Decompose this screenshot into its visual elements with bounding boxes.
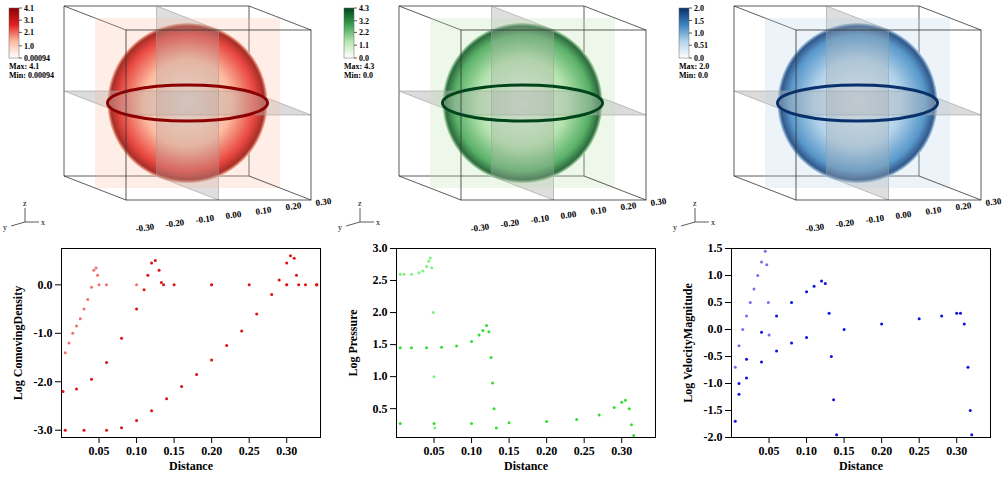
svg-text:y: y bbox=[3, 223, 7, 232]
svg-text:0.0: 0.0 bbox=[694, 54, 704, 63]
svg-text:0.25: 0.25 bbox=[239, 444, 260, 458]
svg-text:-3.0: -3.0 bbox=[34, 423, 53, 437]
svg-text:0.05: 0.05 bbox=[89, 444, 110, 458]
svg-text:-0.10: -0.10 bbox=[530, 213, 550, 226]
svg-text:1.0: 1.0 bbox=[708, 268, 723, 282]
svg-text:0.20: 0.20 bbox=[620, 200, 637, 212]
svg-text:0.10: 0.10 bbox=[796, 444, 817, 458]
svg-text:0.00094: 0.00094 bbox=[24, 54, 50, 63]
svg-text:0.05: 0.05 bbox=[424, 444, 445, 458]
svg-text:Distance: Distance bbox=[839, 459, 884, 473]
svg-text:0.10: 0.10 bbox=[126, 444, 147, 458]
svg-text:0.30: 0.30 bbox=[276, 444, 297, 458]
svg-text:0.5: 0.5 bbox=[373, 402, 388, 416]
svg-text:y: y bbox=[673, 223, 677, 232]
svg-text:0.30: 0.30 bbox=[946, 444, 967, 458]
svg-text:z: z bbox=[693, 199, 697, 208]
svg-text:Max: 4.1: Max: 4.1 bbox=[9, 62, 39, 71]
svg-text:0.10: 0.10 bbox=[461, 444, 482, 458]
svg-text:z: z bbox=[358, 199, 362, 208]
svg-text:Min: 0.00094: Min: 0.00094 bbox=[9, 71, 54, 80]
svg-text:1.5: 1.5 bbox=[694, 17, 704, 26]
svg-text:x: x bbox=[41, 218, 45, 227]
svg-text:Min: 0.0: Min: 0.0 bbox=[344, 71, 373, 80]
svg-text:0.30: 0.30 bbox=[611, 444, 632, 458]
svg-text:0.20: 0.20 bbox=[201, 444, 222, 458]
svg-text:0.0: 0.0 bbox=[708, 322, 723, 336]
svg-text:1.0: 1.0 bbox=[373, 369, 388, 383]
svg-text:-0.30: -0.30 bbox=[470, 221, 490, 234]
svg-text:2.0: 2.0 bbox=[373, 305, 388, 319]
svg-text:Max: 4.3: Max: 4.3 bbox=[344, 62, 374, 71]
svg-text:3.1: 3.1 bbox=[24, 16, 34, 25]
svg-text:2.0: 2.0 bbox=[694, 4, 704, 13]
svg-text:-0.20: -0.20 bbox=[165, 217, 185, 230]
svg-text:Min: 0.0: Min: 0.0 bbox=[679, 71, 708, 80]
svg-text:1.5: 1.5 bbox=[373, 337, 388, 351]
svg-text:0.10: 0.10 bbox=[925, 204, 942, 216]
svg-text:4.1: 4.1 bbox=[24, 4, 34, 13]
svg-text:0.30: 0.30 bbox=[315, 196, 332, 208]
svg-text:Distance: Distance bbox=[504, 459, 549, 473]
svg-text:1.0: 1.0 bbox=[694, 29, 704, 38]
svg-text:0.5: 0.5 bbox=[708, 295, 723, 309]
svg-text:0.51: 0.51 bbox=[694, 41, 708, 50]
svg-text:0.0: 0.0 bbox=[38, 278, 53, 292]
svg-text:-1.0: -1.0 bbox=[704, 376, 723, 390]
svg-text:Max: 2.0: Max: 2.0 bbox=[679, 62, 709, 71]
svg-text:0.20: 0.20 bbox=[871, 444, 892, 458]
svg-text:2.2: 2.2 bbox=[359, 28, 369, 37]
svg-text:Log Pressure: Log Pressure bbox=[346, 309, 360, 377]
svg-text:1.5: 1.5 bbox=[708, 241, 723, 255]
svg-text:0.10: 0.10 bbox=[255, 204, 272, 216]
svg-text:0.25: 0.25 bbox=[574, 444, 595, 458]
svg-text:x: x bbox=[711, 218, 715, 227]
svg-text:0.30: 0.30 bbox=[650, 196, 667, 208]
svg-text:3.2: 3.2 bbox=[359, 17, 369, 26]
svg-text:-0.10: -0.10 bbox=[865, 213, 885, 226]
svg-text:-2.0: -2.0 bbox=[34, 375, 53, 389]
svg-text:y: y bbox=[338, 223, 342, 232]
svg-text:1.1: 1.1 bbox=[359, 41, 369, 50]
svg-text:-0.20: -0.20 bbox=[835, 217, 855, 230]
svg-text:2.5: 2.5 bbox=[373, 273, 388, 287]
svg-text:0.00: 0.00 bbox=[895, 209, 912, 221]
svg-text:Log ComovingDensity: Log ComovingDensity bbox=[11, 286, 25, 400]
svg-text:0.15: 0.15 bbox=[834, 444, 855, 458]
svg-text:0.0: 0.0 bbox=[359, 54, 369, 63]
svg-text:-0.30: -0.30 bbox=[805, 221, 825, 234]
svg-text:0.20: 0.20 bbox=[955, 200, 972, 212]
svg-text:-0.5: -0.5 bbox=[704, 349, 723, 363]
svg-text:0.15: 0.15 bbox=[499, 444, 520, 458]
svg-text:-0.10: -0.10 bbox=[195, 213, 215, 226]
svg-text:-0.30: -0.30 bbox=[135, 221, 155, 234]
svg-text:0.10: 0.10 bbox=[590, 204, 607, 216]
svg-text:-1.5: -1.5 bbox=[704, 403, 723, 417]
svg-text:0.05: 0.05 bbox=[759, 444, 780, 458]
svg-text:z: z bbox=[23, 199, 27, 208]
svg-text:0.00: 0.00 bbox=[225, 209, 242, 221]
svg-text:-2.0: -2.0 bbox=[704, 430, 723, 444]
svg-text:0.25: 0.25 bbox=[909, 444, 930, 458]
svg-text:0.30: 0.30 bbox=[985, 196, 1002, 208]
svg-text:2.1: 2.1 bbox=[24, 28, 34, 37]
svg-text:1.0: 1.0 bbox=[24, 42, 34, 51]
svg-text:0.20: 0.20 bbox=[285, 200, 302, 212]
svg-text:0.00: 0.00 bbox=[560, 209, 577, 221]
svg-text:0.15: 0.15 bbox=[164, 444, 185, 458]
svg-text:4.3: 4.3 bbox=[359, 4, 369, 13]
svg-text:Distance: Distance bbox=[169, 459, 214, 473]
svg-text:-0.20: -0.20 bbox=[500, 217, 520, 230]
svg-text:x: x bbox=[376, 218, 380, 227]
svg-text:0.20: 0.20 bbox=[536, 444, 557, 458]
svg-text:Log VelocityMagnitude: Log VelocityMagnitude bbox=[681, 282, 695, 402]
svg-text:-1.0: -1.0 bbox=[34, 326, 53, 340]
svg-text:3.0: 3.0 bbox=[373, 241, 388, 255]
